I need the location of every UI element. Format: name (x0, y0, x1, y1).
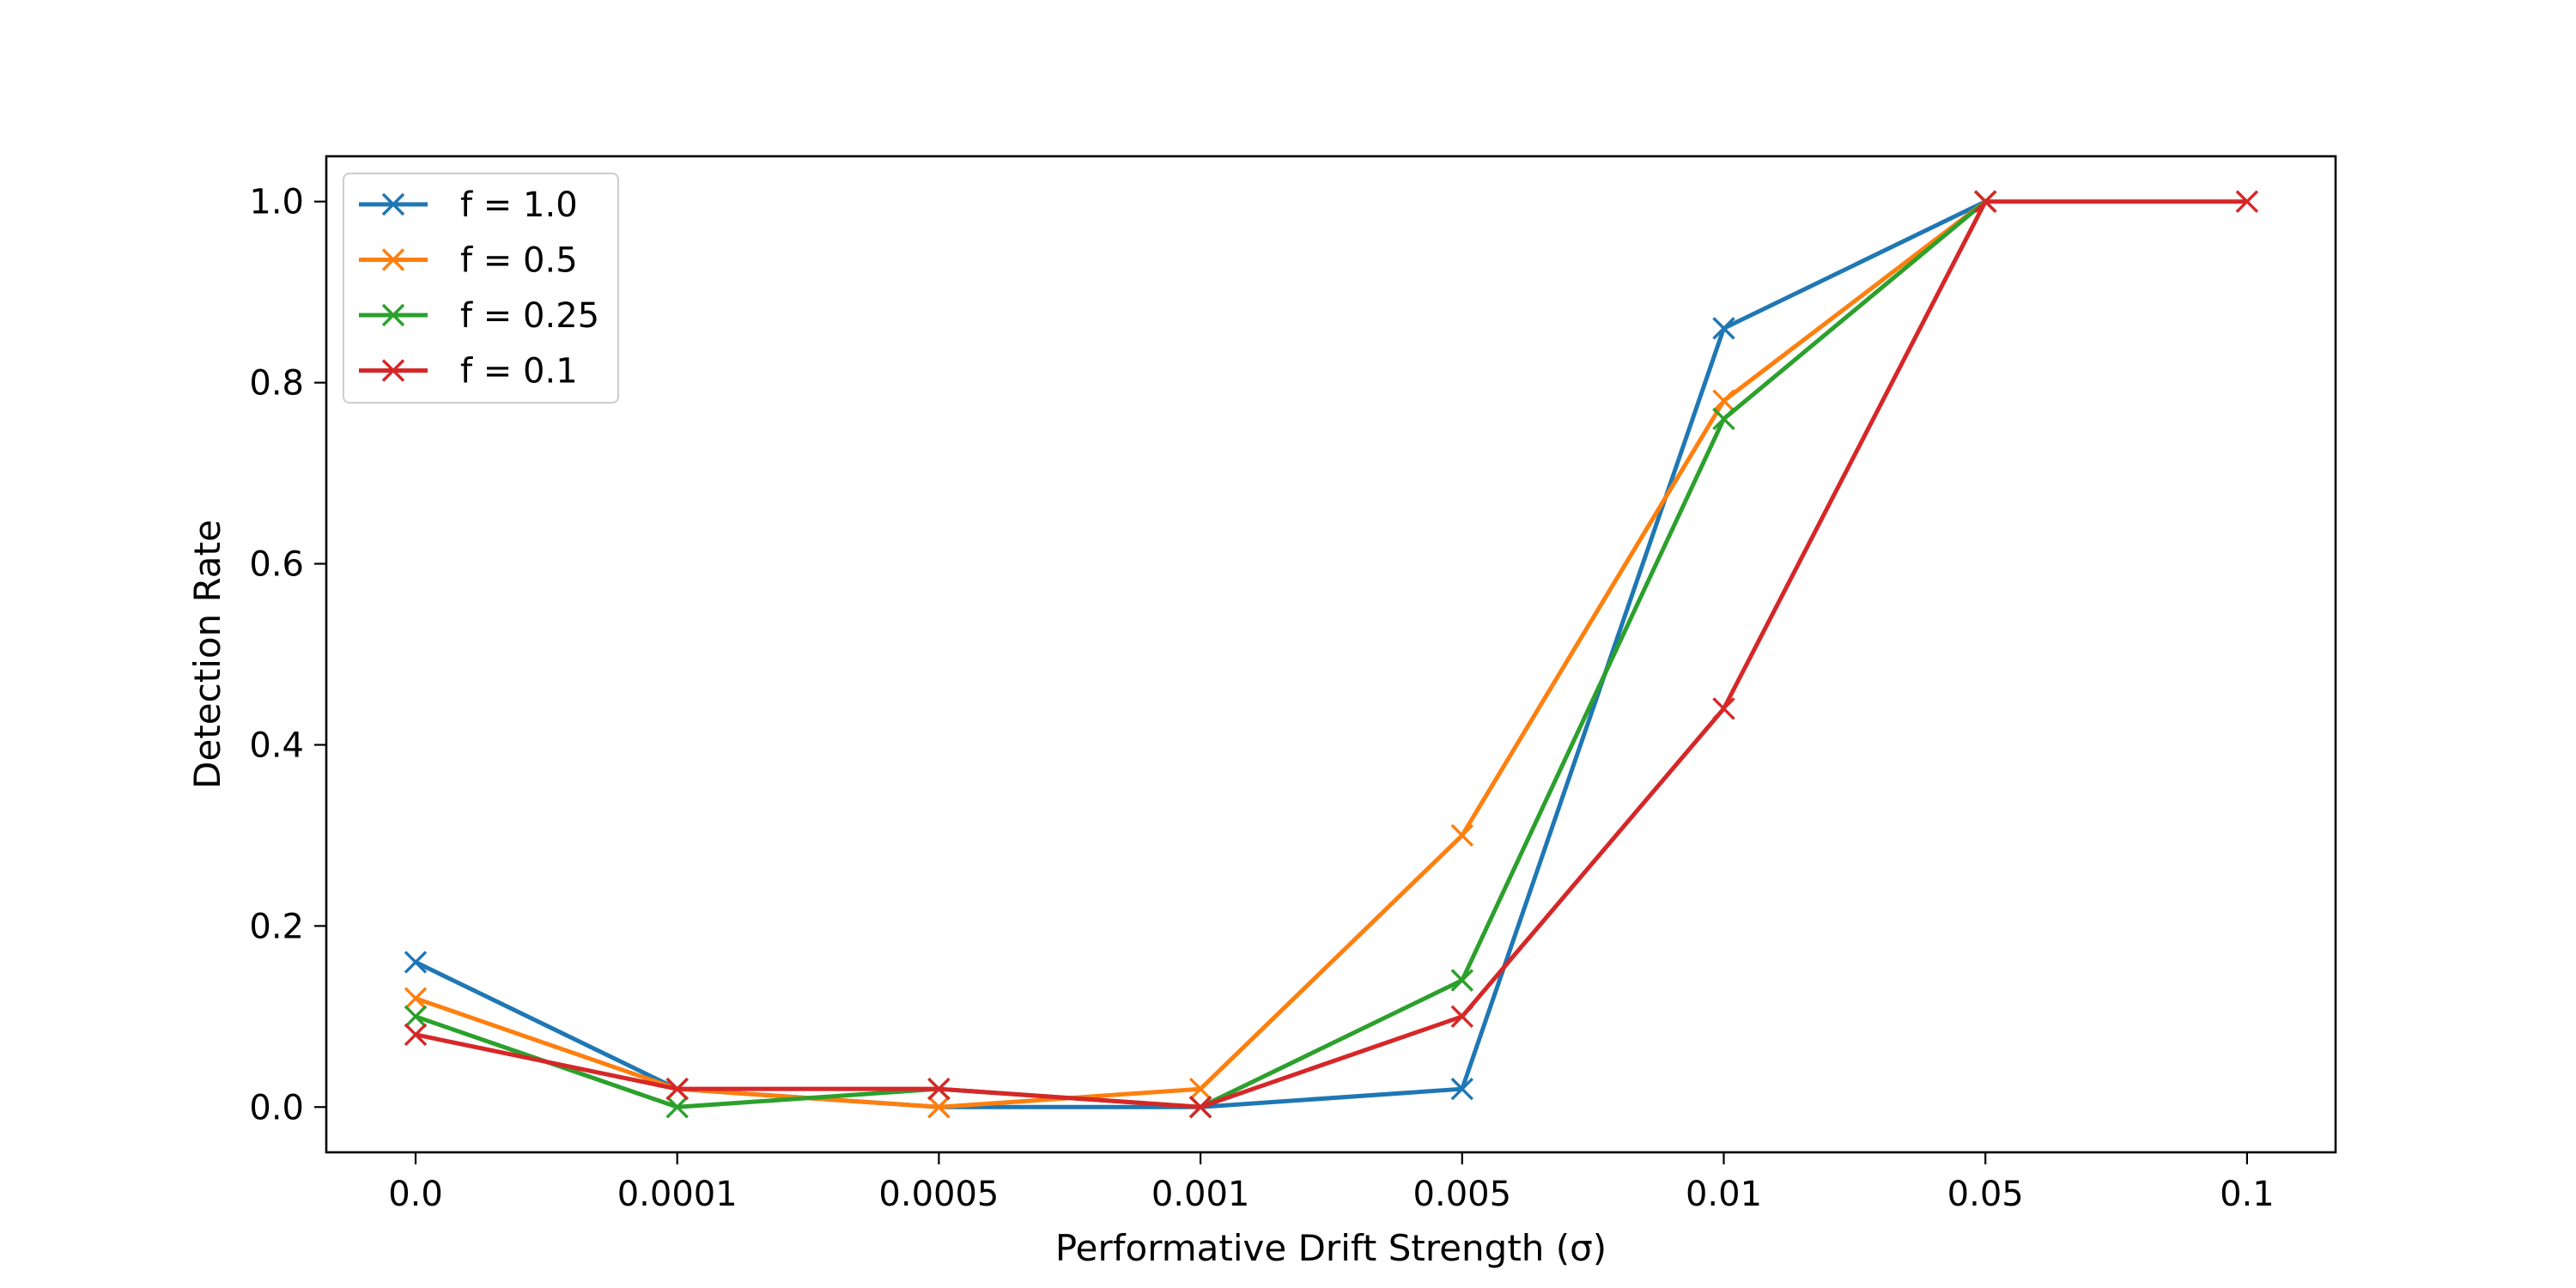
x-tick-label: 0.005 (1413, 1175, 1512, 1214)
legend: f = 1.0 f = 0.5 f = 0.25 f = 0.1 (343, 173, 619, 404)
data-point-marker (1188, 1077, 1212, 1101)
plot-frame (325, 155, 2337, 1154)
y-tick-label: 0.6 (249, 545, 304, 585)
y-tick-label: 0.4 (249, 726, 304, 765)
x-tick-label: 0.01 (1686, 1175, 1762, 1214)
y-axis-title: Detection Rate (186, 519, 228, 789)
data-point-marker (404, 1005, 428, 1029)
x-axis: 0.0 0.0001 0.0005 0.001 0.005 0.01 0.05 0.1 (388, 1152, 2275, 1214)
legend-box (343, 173, 619, 404)
legend-label: f = 1.0 (460, 185, 578, 225)
series-2 (404, 190, 1997, 1119)
x-axis-title: Performative Drift Strength (σ) (1055, 1227, 1607, 1269)
y-tick-label: 0.2 (249, 907, 304, 946)
data-point-marker (665, 1096, 689, 1119)
y-tick-label: 1.0 (249, 183, 304, 222)
data-point-marker (1712, 317, 1735, 340)
legend-item: f = 0.1 (359, 352, 578, 392)
data-point-marker (1973, 190, 1997, 213)
data-point-marker (404, 987, 428, 1010)
data-point-marker (1450, 1077, 1474, 1101)
y-tick-label: 0.0 (249, 1088, 304, 1127)
x-tick-label: 0.001 (1151, 1175, 1250, 1214)
x-tick-label: 0.05 (1947, 1175, 2024, 1214)
legend-item: f = 0.25 (359, 296, 599, 336)
legend-item: f = 1.0 (359, 185, 578, 225)
y-axis: 0.0 0.2 0.4 0.6 0.8 1.0 (249, 183, 326, 1127)
x-tick-label: 0.0 (388, 1175, 443, 1214)
legend-item: f = 0.5 (359, 241, 578, 281)
series-3 (404, 190, 1997, 1119)
legend-marker (381, 192, 405, 216)
legend-label: f = 0.5 (460, 241, 578, 281)
data-point-marker (2235, 190, 2259, 213)
series-layer (404, 190, 2259, 1119)
legend-label: f = 0.25 (460, 296, 599, 336)
data-point-marker (1450, 969, 1474, 992)
x-tick-label: 0.1 (2220, 1175, 2275, 1214)
x-tick-label: 0.0001 (617, 1175, 738, 1214)
series-4 (404, 190, 2259, 1119)
data-point-marker (1188, 1096, 1212, 1119)
legend-marker (381, 248, 405, 271)
plot-area (325, 155, 2337, 1154)
data-point-marker (404, 1023, 428, 1047)
legend-marker (381, 303, 405, 327)
series-line (413, 199, 2250, 1109)
data-point-marker (927, 1077, 951, 1101)
data-point-marker (927, 1096, 951, 1119)
data-point-marker (1712, 697, 1735, 720)
x-tick-label: 0.0005 (878, 1175, 999, 1214)
legend-label: f = 0.1 (460, 352, 578, 392)
series-1 (404, 190, 1997, 1119)
data-point-marker (1712, 389, 1735, 412)
data-point-marker (1450, 823, 1474, 848)
y-tick-label: 0.8 (249, 364, 304, 404)
legend-marker (381, 359, 405, 382)
data-point-marker (1450, 1005, 1474, 1029)
data-point-marker (1712, 407, 1735, 431)
data-point-marker (665, 1077, 689, 1101)
data-point-marker (404, 951, 428, 974)
